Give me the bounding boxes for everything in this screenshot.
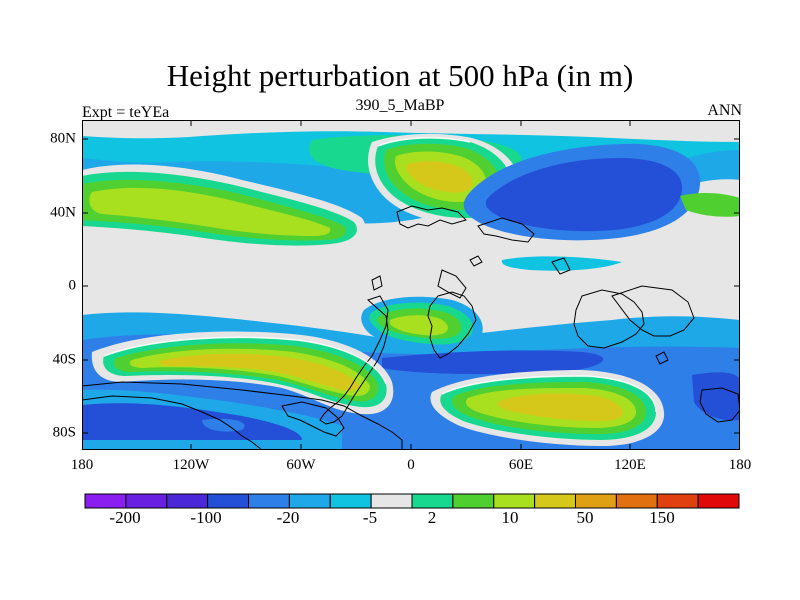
colorbar-label: -5 [362, 508, 378, 527]
colorbar-box [697, 493, 740, 509]
lat-tick-40s: 40S [52, 351, 76, 368]
colorbar-label: -100 [190, 508, 222, 527]
lat-tick-40n: 40N [50, 204, 76, 221]
south-indian-blob [430, 370, 665, 446]
lon-tick-60w: 60W [286, 457, 316, 473]
lon-tick-120w: 120W [172, 457, 210, 473]
lon-tick-180e: 180 [728, 457, 752, 473]
contour-map [82, 120, 740, 450]
colorbar-label: 2 [427, 508, 437, 527]
colorbar-box [575, 493, 617, 509]
north-pacific-low [463, 143, 740, 271]
colorbar-box [288, 493, 331, 509]
period-label: 390_5_MaBP [355, 97, 445, 114]
south-pacific-blob [91, 331, 394, 415]
lat-tick-0: 0 [68, 277, 77, 294]
colorbar-label: -20 [276, 508, 300, 527]
colorbar-box [411, 493, 454, 509]
colorbar-box [656, 493, 699, 509]
lat-tick-80n: 80N [50, 130, 76, 147]
lon-tick-120e: 120E [614, 457, 646, 473]
experiment-label: Expt = teYEa [82, 104, 170, 121]
season-label: ANN [707, 102, 742, 119]
colorbar-label: 150 [649, 508, 675, 527]
lon-tick-0: 0 [407, 457, 415, 473]
colorbar-box [493, 493, 536, 509]
colorbar-box [370, 493, 413, 509]
colorbar-box [84, 493, 127, 509]
lat-tick-80s: 80S [52, 424, 76, 441]
colorbar-label: 50 [576, 508, 594, 527]
colorbar-box [329, 493, 372, 509]
lon-tick-60e: 60E [508, 457, 534, 473]
colorbar-label: 10 [501, 508, 519, 527]
colorbar-box [166, 493, 209, 509]
north-pacific-blob [82, 164, 366, 252]
colorbar-box [125, 493, 168, 509]
coastlines [82, 205, 740, 450]
colorbar [84, 493, 740, 509]
colorbar-label: -200 [109, 508, 141, 527]
colorbar-box [452, 493, 495, 509]
plot-title: Height perturbation at 500 hPa (in m) [166, 58, 634, 93]
colorbar-box [248, 493, 290, 509]
colorbar-box [615, 493, 658, 509]
zero-contours [103, 137, 657, 413]
colorbar-box [534, 493, 577, 509]
tropical-atlantic-blob [361, 296, 483, 351]
lon-tick-180w: 180 [70, 457, 94, 473]
colorbar-box [207, 493, 250, 509]
tick-marks [82, 120, 740, 450]
